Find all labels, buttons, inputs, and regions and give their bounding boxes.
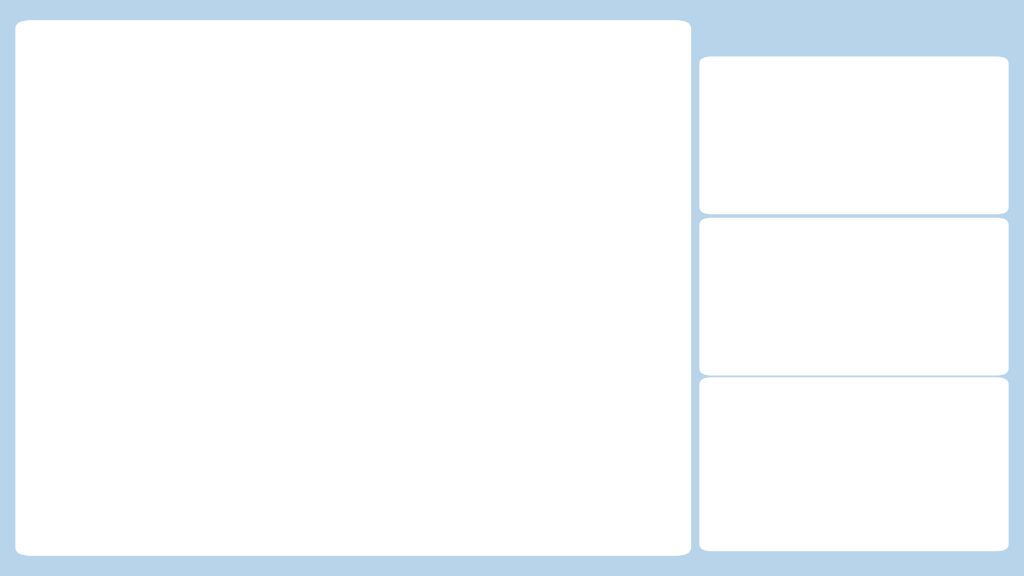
Text: LARGEST MARKET SHARE: LARGEST MARKET SHARE (765, 86, 943, 98)
Text: AUTOMOTIVE FUEL CELL VEHICLE MARKET COMPONENT ANALYSIS: AUTOMOTIVE FUEL CELL VEHICLE MARKET COMP… (55, 55, 547, 69)
Wedge shape (90, 157, 202, 267)
Text: Fuel Stack: Fuel Stack (802, 315, 906, 333)
Wedge shape (236, 145, 408, 483)
Bar (818, 480, 827, 514)
Text: BUSINESS INTELLIGENCE: BUSINESS INTELLIGENCE (798, 522, 910, 531)
Legend: Fuel Processor, Fuel Stack, Air Compressor, Power Conditioner, Others: Fuel Processor, Fuel Stack, Air Compress… (416, 249, 555, 373)
Bar (794, 497, 802, 514)
Wedge shape (63, 306, 279, 489)
Text: EVOLVE: EVOLVE (813, 497, 895, 516)
Bar (831, 492, 840, 514)
Bar (806, 489, 815, 514)
Wedge shape (63, 225, 157, 311)
Text: ANALYSIS BY: ANALYSIS BY (809, 410, 899, 423)
Text: Fuel Processor: Fuel Processor (780, 154, 928, 172)
Text: 46%: 46% (211, 307, 260, 327)
Wedge shape (172, 145, 236, 230)
Text: FASTEST GROWTH: FASTEST GROWTH (790, 247, 919, 260)
